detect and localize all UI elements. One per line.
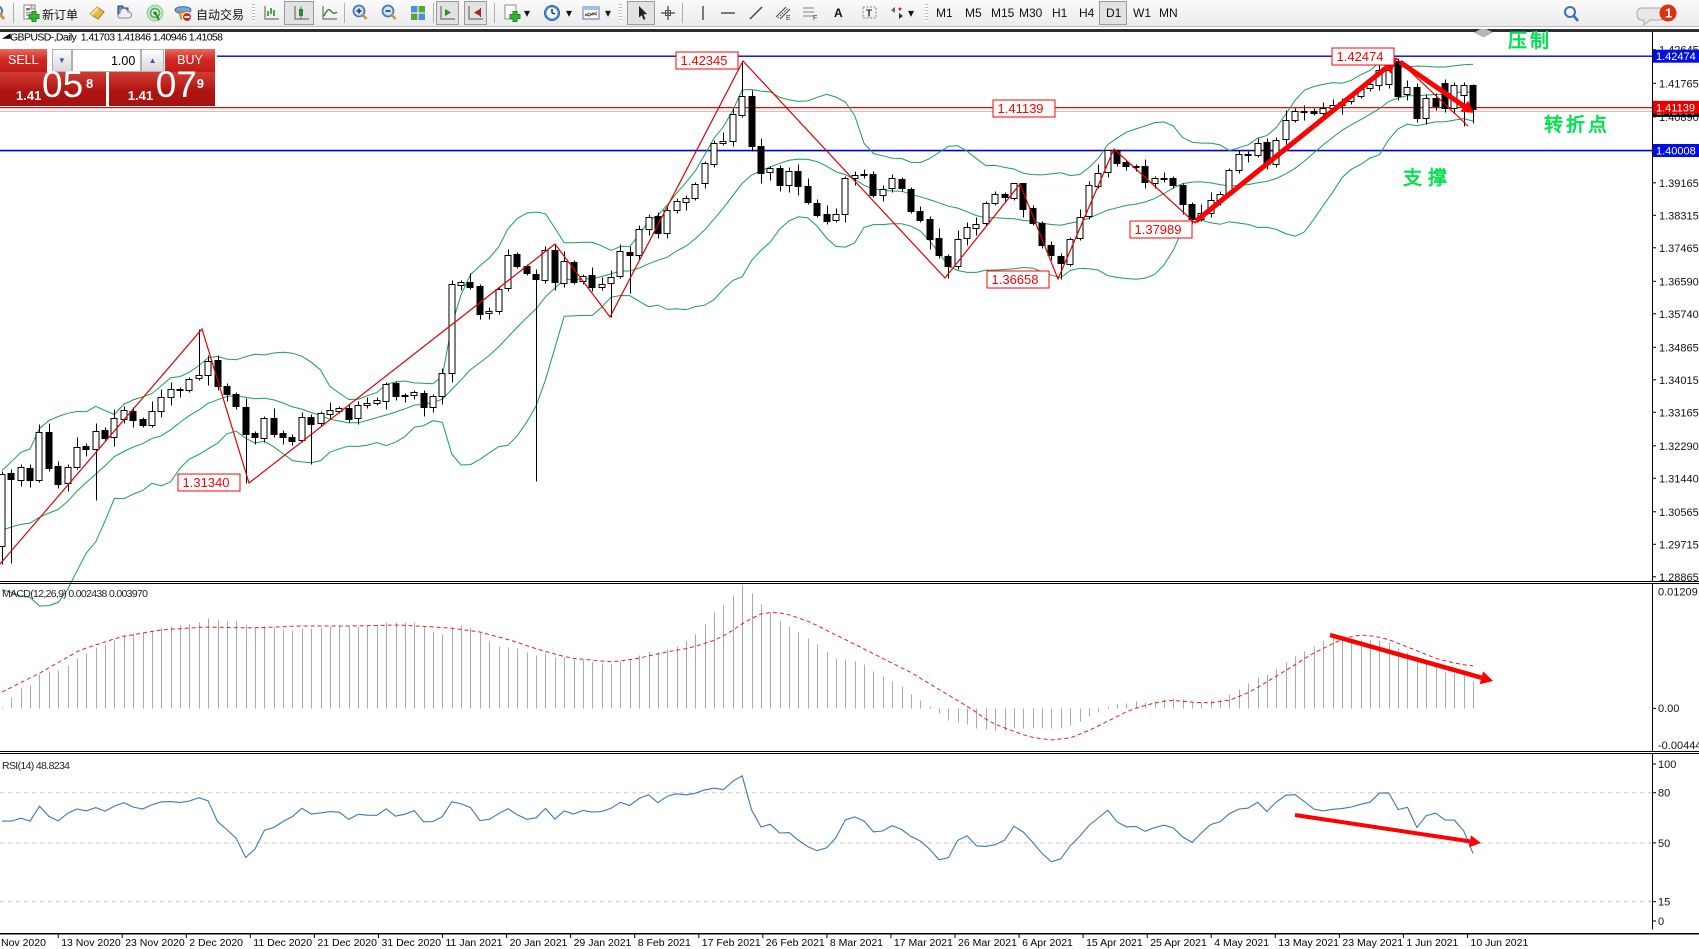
svg-text:1.42474: 1.42474	[1337, 49, 1384, 64]
svg-text:GBPUSD-,Daily 1.41703 1.41846: GBPUSD-,Daily 1.41703 1.41846 1.40946 1.…	[10, 32, 223, 44]
svg-text:1.32290: 1.32290	[1659, 441, 1699, 453]
svg-text:T: T	[866, 9, 872, 20]
svg-text:11 Dec 2020: 11 Dec 2020	[253, 937, 312, 949]
svg-text:15 Apr 2021: 15 Apr 2021	[1086, 937, 1143, 949]
svg-text:1.29715: 1.29715	[1659, 539, 1699, 551]
svg-text:13 Nov 2020: 13 Nov 2020	[61, 937, 121, 949]
svg-text:1.39165: 1.39165	[1659, 178, 1699, 190]
svg-text:1.31440: 1.31440	[1659, 473, 1699, 485]
svg-text:17 Mar 2021: 17 Mar 2021	[894, 937, 953, 949]
svg-text:1.36658: 1.36658	[992, 272, 1039, 287]
svg-text:4 May 2021: 4 May 2021	[1214, 937, 1269, 949]
svg-text:转折点: 转折点	[1544, 113, 1610, 136]
svg-text:-0.004446: -0.004446	[1658, 740, 1699, 752]
svg-text:1: 1	[1665, 6, 1672, 21]
svg-text:1.28865: 1.28865	[1659, 572, 1699, 584]
svg-text:21 Dec 2020: 21 Dec 2020	[317, 937, 377, 949]
svg-text:11 Jan 2021: 11 Jan 2021	[446, 937, 503, 949]
svg-text:31 Dec 2020: 31 Dec 2020	[382, 937, 442, 949]
svg-text:1.41139: 1.41139	[998, 101, 1044, 116]
svg-text:1.37989: 1.37989	[1135, 222, 1182, 237]
svg-text:0.00: 0.00	[1658, 703, 1679, 715]
svg-text:29 Jan 2021: 29 Jan 2021	[574, 937, 632, 949]
svg-text:RSI(14) 48.8234: RSI(14) 48.8234	[2, 760, 70, 772]
svg-text:100: 100	[1658, 759, 1676, 771]
svg-text:1.42474: 1.42474	[1656, 51, 1696, 63]
svg-text:压制: 压制	[1508, 29, 1552, 52]
svg-text:1.34015: 1.34015	[1659, 375, 1699, 387]
svg-text:23 May 2021: 23 May 2021	[1342, 937, 1403, 949]
svg-text:1.42345: 1.42345	[681, 53, 728, 68]
svg-text:1.41765: 1.41765	[1659, 78, 1699, 90]
svg-text:支撑: 支撑	[1402, 166, 1453, 189]
svg-text:Nov 2020: Nov 2020	[1, 937, 46, 949]
svg-text:1.40008: 1.40008	[1656, 146, 1696, 158]
svg-text:80: 80	[1658, 788, 1670, 800]
svg-text:26 Mar 2021: 26 Mar 2021	[958, 937, 1017, 949]
svg-text:8 Mar 2021: 8 Mar 2021	[830, 937, 883, 949]
svg-text:15: 15	[1658, 897, 1670, 909]
svg-text:8 Feb 2021: 8 Feb 2021	[638, 937, 691, 949]
svg-text:MACD(12,26,9) 0.002438 0.00397: MACD(12,26,9) 0.002438 0.003970	[2, 588, 148, 600]
svg-text:23 Nov 2020: 23 Nov 2020	[125, 937, 185, 949]
svg-text:13 May 2021: 13 May 2021	[1278, 937, 1339, 949]
svg-text:1.30565: 1.30565	[1659, 507, 1699, 519]
svg-text:1.38315: 1.38315	[1659, 210, 1699, 222]
svg-text:1 Jun 2021: 1 Jun 2021	[1406, 937, 1458, 949]
svg-text:1.31340: 1.31340	[183, 475, 230, 490]
svg-text:50: 50	[1658, 838, 1670, 850]
svg-text:2 Dec 2020: 2 Dec 2020	[189, 937, 243, 949]
svg-text:1.34865: 1.34865	[1659, 342, 1699, 354]
svg-text:1.41139: 1.41139	[1656, 102, 1695, 114]
svg-text:0: 0	[1658, 916, 1664, 928]
svg-text:F: F	[813, 15, 817, 22]
svg-text:E: E	[786, 15, 791, 22]
svg-text:6 Apr 2021: 6 Apr 2021	[1022, 937, 1073, 949]
svg-text:10 Jun 2021: 10 Jun 2021	[1471, 937, 1529, 949]
svg-text:1.37465: 1.37465	[1659, 243, 1699, 255]
svg-text:0.01209: 0.01209	[1658, 587, 1698, 599]
svg-text:25 Apr 2021: 25 Apr 2021	[1150, 937, 1207, 949]
svg-text:20 Jan 2021: 20 Jan 2021	[510, 937, 568, 949]
svg-text:26 Feb 2021: 26 Feb 2021	[766, 937, 825, 949]
svg-text:1.33165: 1.33165	[1659, 407, 1699, 419]
svg-text:1.36590: 1.36590	[1659, 276, 1699, 288]
svg-text:1.35740: 1.35740	[1659, 309, 1699, 321]
svg-text:17 Feb 2021: 17 Feb 2021	[702, 937, 761, 949]
